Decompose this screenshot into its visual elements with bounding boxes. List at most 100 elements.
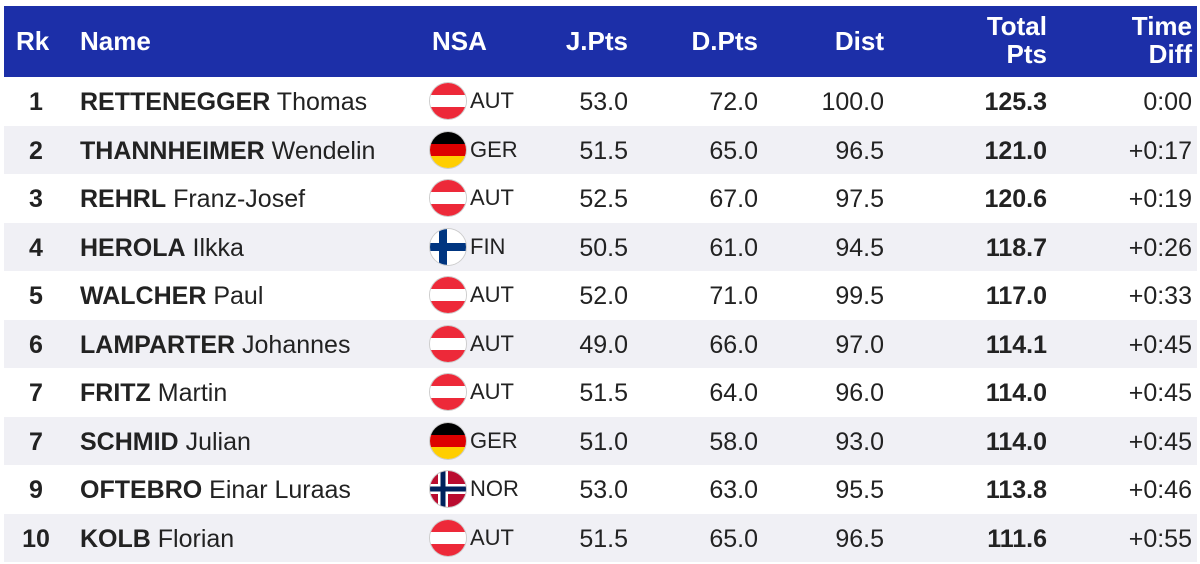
header-time-line1: Time <box>1131 11 1192 41</box>
athlete-first-name: Paul <box>213 282 264 310</box>
nsa-code: AUT <box>470 330 514 356</box>
athlete-name[interactable]: SCHMID Julian <box>80 417 251 466</box>
header-jpts[interactable]: J.Pts <box>565 26 628 56</box>
total-points-cell: 113.8 <box>985 476 1047 504</box>
nsa-code: NOR <box>470 476 519 502</box>
distance-points-cell: 71.0 <box>709 282 758 310</box>
distance-cell: 97.0 <box>835 330 884 359</box>
total-points-cell: 114.1 <box>985 330 1047 359</box>
time-diff-cell: +0:17 <box>1128 136 1192 165</box>
distance-points-cell: 63.0 <box>709 476 758 504</box>
header-rk[interactable]: Rk <box>16 26 50 56</box>
austria-flag-icon <box>430 180 466 217</box>
time-diff-cell: +0:45 <box>1128 379 1192 407</box>
rank-cell: 7 <box>29 427 43 456</box>
table-row[interactable]: 3 REHRL Franz-Josef AUT 52.5 67.0 97.5 120.6 +0… <box>4 174 1197 223</box>
table-row[interactable]: 7 FRITZ Martin AUT 51.5 64.0 96.0 114.0 +0:45 <box>4 368 1197 417</box>
athlete-name[interactable]: OFTEBRO Einar Luraas <box>80 465 351 514</box>
table-row[interactable]: 5 WALCHER Paul AUT 52.0 71.0 99.5 117.0 +0:33 <box>4 271 1197 320</box>
header-nsa[interactable]: NSA <box>432 26 487 56</box>
distance-cell: 96.5 <box>835 524 884 553</box>
norway-flag-icon <box>430 471 466 508</box>
athlete-name[interactable]: FRITZ Martin <box>80 368 227 417</box>
athlete-name[interactable]: REHRL Franz-Josef <box>80 174 305 223</box>
athlete-last-name: LAMPARTER <box>80 330 236 359</box>
nsa-cell: GER <box>430 417 518 466</box>
distance-points-cell: 61.0 <box>709 233 758 262</box>
distance-cell: 95.5 <box>835 476 884 504</box>
table-row[interactable]: 9 OFTEBRO Einar Luraas NOR 53.0 63.0 95.5 113.… <box>4 465 1197 514</box>
athlete-last-name: RETTENEGGER <box>80 88 271 116</box>
rank-cell: 3 <box>29 185 43 213</box>
results-table: Rk Name NSA J.Pts D.Pts Dist Total Pts T… <box>4 6 1197 562</box>
nsa-code: AUT <box>470 88 514 114</box>
athlete-first-name: Einar Luraas <box>209 476 351 504</box>
nsa-cell: AUT <box>430 174 514 223</box>
nsa-cell: AUT <box>430 77 514 126</box>
header-total-pts[interactable]: Total Pts <box>944 12 1047 68</box>
total-points-cell: 117.0 <box>985 282 1047 310</box>
athlete-last-name: WALCHER <box>80 282 207 310</box>
total-points-cell: 120.6 <box>984 185 1047 213</box>
header-time-diff[interactable]: Time Diff <box>1084 12 1192 68</box>
distance-points-cell: 67.0 <box>709 185 758 213</box>
nsa-cell: AUT <box>430 271 514 320</box>
nsa-code: AUT <box>470 524 514 550</box>
distance-points-cell: 65.0 <box>709 524 758 553</box>
rank-cell: 2 <box>29 136 43 165</box>
jump-points-cell: 49.0 <box>579 330 628 359</box>
nsa-cell: AUT <box>430 368 514 417</box>
nsa-code: AUT <box>470 282 514 308</box>
nsa-cell: AUT <box>430 514 514 563</box>
total-points-cell: 114.0 <box>985 427 1047 456</box>
jump-points-cell: 51.5 <box>579 524 628 553</box>
nsa-code: GER <box>470 136 518 162</box>
austria-flag-icon <box>430 277 466 314</box>
athlete-last-name: HEROLA <box>80 233 186 262</box>
header-dist[interactable]: Dist <box>834 26 884 56</box>
nsa-code: FIN <box>470 233 506 259</box>
rank-cell: 9 <box>29 476 43 504</box>
athlete-first-name: Johannes <box>242 330 351 359</box>
total-points-cell: 118.7 <box>985 233 1047 262</box>
athlete-first-name: Florian <box>157 524 235 553</box>
table-row[interactable]: 7 SCHMID Julian GER 51.0 58.0 93.0 114.0 +0:45 <box>4 416 1197 466</box>
athlete-name[interactable]: WALCHER Paul <box>80 271 263 320</box>
austria-flag-icon <box>430 83 466 120</box>
austria-flag-icon <box>430 374 466 411</box>
distance-cell: 99.5 <box>835 282 884 310</box>
table-row[interactable]: 6 LAMPARTER Johannes AUT 49.0 66.0 97.0 114.1 +… <box>4 319 1197 369</box>
distance-cell: 96.0 <box>835 379 884 407</box>
table-row[interactable]: 1 RETTENEGGER Thomas AUT 53.0 72.0 100.0 125.3… <box>4 77 1197 126</box>
jump-points-cell: 53.0 <box>579 88 628 116</box>
nsa-cell: NOR <box>430 465 519 514</box>
time-diff-cell: +0:45 <box>1128 330 1192 359</box>
athlete-name[interactable]: KOLB Florian <box>80 514 234 563</box>
athlete-name[interactable]: LAMPARTER Johannes <box>80 320 350 369</box>
rank-cell: 5 <box>29 282 43 310</box>
distance-points-cell: 65.0 <box>709 136 758 165</box>
header-dpts[interactable]: D.Pts <box>691 26 758 56</box>
rank-cell: 10 <box>22 524 50 553</box>
jump-points-cell: 51.5 <box>579 379 628 407</box>
jump-points-cell: 52.5 <box>579 185 628 213</box>
time-diff-cell: +0:46 <box>1128 476 1192 504</box>
header-time-line2: Diff <box>1148 39 1192 69</box>
athlete-name[interactable]: HEROLA Ilkka <box>80 223 244 272</box>
header-name[interactable]: Name <box>80 26 151 56</box>
athlete-first-name: Wendelin <box>271 136 376 165</box>
athlete-last-name: SCHMID <box>80 427 179 456</box>
distance-points-cell: 58.0 <box>709 427 758 456</box>
time-diff-cell: +0:55 <box>1128 524 1192 553</box>
table-row[interactable]: 10 KOLB Florian AUT 51.5 65.0 96.5 111.6 +0:55 <box>4 513 1197 563</box>
table-row[interactable]: 4 HEROLA Ilkka FIN 50.5 61.0 94.5 118.7 +0:26 <box>4 222 1197 272</box>
rank-cell: 7 <box>29 379 43 407</box>
athlete-first-name: Thomas <box>276 88 368 116</box>
athlete-name[interactable]: RETTENEGGER Thomas <box>80 77 367 126</box>
jump-points-cell: 53.0 <box>579 476 628 504</box>
athlete-last-name: OFTEBRO <box>80 476 203 504</box>
germany-flag-icon <box>430 131 466 168</box>
athlete-first-name: Julian <box>185 427 251 456</box>
table-row[interactable]: 2 THANNHEIMER Wendelin GER 51.5 65.0 96.5 121.… <box>4 125 1197 175</box>
athlete-name[interactable]: THANNHEIMER Wendelin <box>80 126 375 175</box>
